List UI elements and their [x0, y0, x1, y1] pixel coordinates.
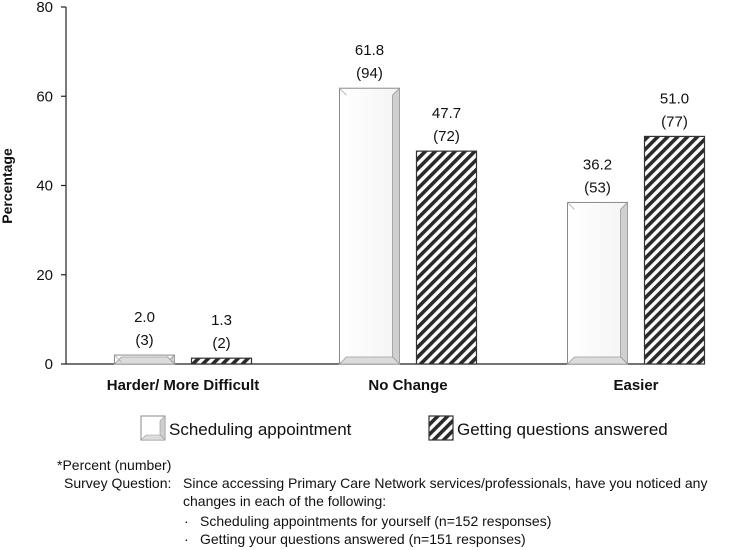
- bar-scheduling: [113, 354, 176, 365]
- legend: Scheduling appointment Getting questions …: [140, 415, 668, 441]
- data-label-count: (77): [661, 113, 688, 130]
- legend-swatch: [428, 415, 454, 441]
- y-tick-label: 20: [36, 267, 53, 284]
- legend-label: Getting questions answered: [457, 420, 668, 439]
- survey-question-text-1: Since accessing Primary Care Network ser…: [183, 475, 708, 491]
- bullet-1-text: Scheduling appointments for yourself (n=…: [200, 513, 552, 529]
- x-tick-label: Harder/ More Difficult: [107, 377, 260, 394]
- axes: 0 20 40 60 80 Percentage Harder/ More Difficul…: [0, 0, 700, 394]
- bar-scheduling: [338, 87, 401, 365]
- legend-item-scheduling: Scheduling appointment: [140, 415, 352, 441]
- legend-item-questions: Getting questions answered: [428, 415, 668, 441]
- data-label-count: (94): [356, 65, 383, 82]
- legend-label: Scheduling appointment: [169, 420, 352, 439]
- bar-scheduling: [566, 201, 629, 365]
- data-label-value: 51.0: [660, 90, 689, 107]
- survey-question-label: Survey Question:: [64, 475, 172, 491]
- survey-question-text-2: changes in each of the following:: [183, 493, 387, 509]
- bar-questions: [190, 357, 253, 365]
- data-label-count: (3): [135, 332, 153, 349]
- x-tick-label: No Change: [368, 377, 447, 394]
- data-label-value: 2.0: [134, 309, 155, 326]
- data-label-count: (53): [584, 179, 611, 196]
- y-axis-title: Percentage: [0, 148, 15, 224]
- data-labels: 2.0 (3) 61.8 (94) 36.2 (53) 1.3 (2) 47.7 (72) 51.0…: [134, 42, 689, 352]
- data-label-value: 47.7: [432, 105, 461, 122]
- x-tick-label: Easier: [613, 377, 658, 394]
- data-label-value: 1.3: [211, 312, 232, 329]
- percent-note: *Percent (number): [57, 457, 172, 473]
- data-label-count: (72): [433, 128, 460, 145]
- bullet-2-text: Getting your questions answered (n=151 r…: [200, 531, 526, 547]
- data-label-count: (2): [212, 335, 230, 352]
- bar-questions: [415, 150, 478, 365]
- bars: [113, 87, 706, 365]
- data-label-value: 61.8: [355, 42, 384, 59]
- y-tick-label: 60: [36, 88, 53, 105]
- y-tick-label: 40: [36, 178, 53, 195]
- y-tick-label: 80: [36, 0, 53, 16]
- bar-chart: 0 20 40 60 80 Percentage Harder/ More Difficul…: [0, 0, 706, 441]
- y-tick-label: 0: [45, 356, 53, 373]
- data-label-value: 36.2: [583, 156, 612, 173]
- bar-questions: [643, 135, 706, 365]
- bullet-1-symbol: ·: [184, 513, 189, 529]
- bullet-2-symbol: ·: [184, 531, 189, 547]
